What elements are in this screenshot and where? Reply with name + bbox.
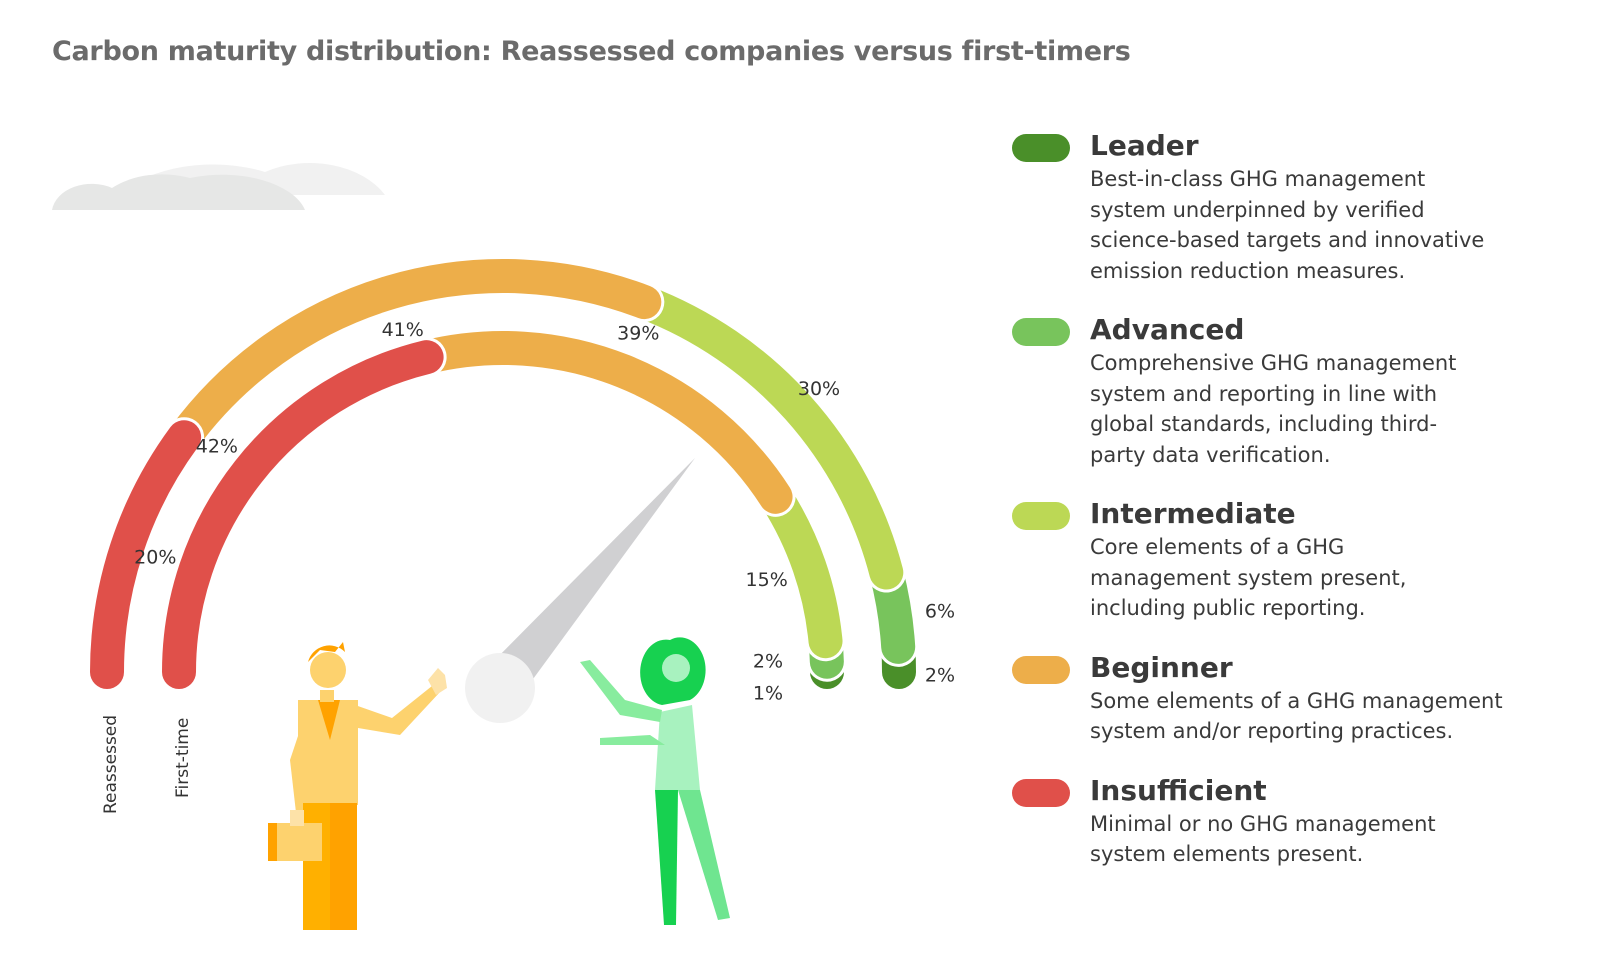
gauge-needle xyxy=(465,458,695,723)
value-label-first-time-insufficient: 42% xyxy=(196,435,238,457)
legend-item-advanced: Advanced Comprehensive GHG management sys… xyxy=(1012,312,1592,470)
legend-item-beginner: Beginner Some elements of a GHG managemen… xyxy=(1012,650,1592,747)
series-label-reassessed: Reassessed xyxy=(101,715,121,814)
legend-description: Minimal or no GHG management system elem… xyxy=(1090,811,1436,867)
gauge-chart: 20% 41% 30% 6% 2% 42% 39% 15% 2% 1% Reassessed Fi… xyxy=(52,162,955,930)
legend-swatch xyxy=(1012,655,1070,684)
value-label-reassessed-leader: 2% xyxy=(925,665,955,687)
gauge-arcs xyxy=(87,256,919,692)
legend-item-intermediate: Intermediate Core elements of a GHG manag… xyxy=(1012,496,1592,624)
arc-reassessed-beginner xyxy=(167,259,662,455)
value-label-reassessed-intermediate: 30% xyxy=(798,378,840,400)
arc-reassessed-intermediate xyxy=(627,285,904,590)
arc-border xyxy=(624,282,907,593)
legend-title: Leader xyxy=(1090,129,1199,162)
legend-description: Best-in-class GHG management system unde… xyxy=(1090,167,1485,283)
series-label-first-time: First-time xyxy=(173,718,193,798)
legend-item-leader: Leader Best-in-class GHG management syste… xyxy=(1012,128,1592,286)
value-label-reassessed-insufficient: 20% xyxy=(134,546,176,568)
legend-description: Comprehensive GHG management system and … xyxy=(1090,351,1457,467)
legend-description: Core elements of a GHG management system… xyxy=(1090,535,1407,620)
woman-illustration xyxy=(580,637,730,925)
legend-swatch xyxy=(1012,134,1070,162)
cloud-illustration xyxy=(52,162,385,210)
arc-reassessed-insufficient xyxy=(90,420,202,689)
legend-item-insufficient: Insufficient Minimal or no GHG management… xyxy=(1012,773,1592,870)
man-illustration xyxy=(268,642,447,930)
chart-title: Carbon maturity distribution: Reassessed… xyxy=(52,36,1131,67)
value-label-reassessed-advanced: 6% xyxy=(925,601,955,623)
legend-description: Some elements of a GHG management system… xyxy=(1090,688,1503,744)
value-label-reassessed-beginner: 41% xyxy=(382,319,424,341)
gauge-labels: 20% 41% 30% 6% 2% 42% 39% 15% 2% 1% xyxy=(134,319,955,705)
value-label-first-time-beginner: 39% xyxy=(617,323,659,345)
legend-title: Advanced xyxy=(1090,313,1245,346)
legend-title: Insufficient xyxy=(1090,773,1267,807)
legend-swatch xyxy=(1012,502,1070,530)
legend-swatch xyxy=(1012,778,1070,807)
legend: Leader Best-in-class GHG management syste… xyxy=(1012,128,1592,896)
legend-swatch xyxy=(1012,318,1070,346)
legend-title: Beginner xyxy=(1090,650,1233,684)
arc-first-time-beginner xyxy=(409,331,793,514)
legend-title: Intermediate xyxy=(1090,497,1296,530)
arc-first-time-insufficient xyxy=(162,340,444,689)
value-label-first-time-intermediate: 15% xyxy=(746,569,788,591)
value-label-first-time-leader: 1% xyxy=(753,683,783,705)
value-label-first-time-advanced: 2% xyxy=(753,651,783,673)
